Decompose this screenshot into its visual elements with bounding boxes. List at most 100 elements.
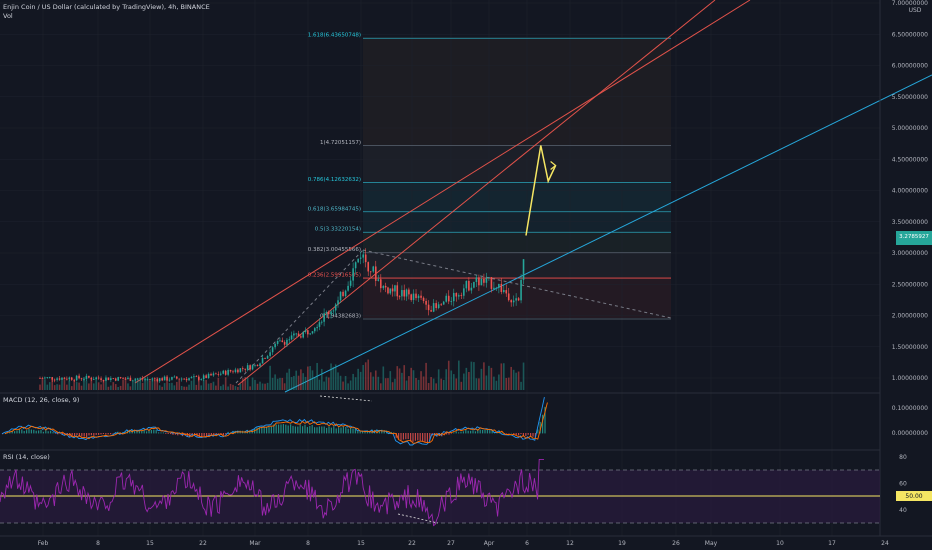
macd-histogram-bar (287, 425, 289, 434)
volume-bar (334, 364, 337, 390)
candle-body (425, 300, 427, 305)
current-price-tag[interactable]: 3.2785927 (896, 231, 932, 245)
rsi-value-tag[interactable]: 50.00 (896, 491, 932, 501)
volume-bar (261, 383, 264, 390)
candle-body (286, 339, 288, 345)
candle-body (95, 377, 97, 380)
macd-histogram-bar (304, 424, 306, 434)
time-axis-tick: 15 (146, 540, 154, 547)
macd-histogram-bar (520, 433, 522, 435)
price-axis[interactable]: 7.00000000 6.50000000 6.00000000 5.50000000… (892, 0, 928, 514)
candle-body (380, 279, 382, 289)
candle-body (178, 378, 181, 380)
volume-bar (320, 368, 323, 390)
volume-bar (264, 383, 266, 390)
candle-body (124, 378, 127, 380)
volume-bar (283, 383, 286, 390)
time-axis[interactable]: Feb 8 15 22 Mar 8 15 22 27 Apr 6 12 19 26 May 10 17 24 (38, 540, 889, 547)
volume-bar (354, 377, 357, 390)
candle-body (387, 287, 389, 294)
candle-body (279, 340, 281, 342)
candle-body (415, 293, 417, 299)
volume-label: Vol (3, 12, 13, 20)
candle-body (522, 259, 525, 280)
macd-divergence-line[interactable] (319, 395, 373, 402)
macd-histogram-bar (417, 433, 419, 441)
volume-bar (102, 380, 105, 390)
rsi-pane[interactable] (0, 458, 880, 527)
macd-histogram-bar (446, 433, 448, 435)
candle-body (314, 328, 316, 332)
macd-histogram-bar (534, 433, 536, 438)
candle-body (202, 375, 205, 380)
trend-line-red-lower[interactable] (237, 0, 716, 386)
candle-body (136, 378, 139, 380)
candle-body (264, 358, 266, 359)
fib-retracement[interactable]: 1.618(6.43650748) 1(4.72051157) 0.786(4.12… (308, 33, 671, 320)
candle-body (146, 379, 149, 380)
trend-line-red-upper[interactable] (134, 0, 751, 384)
macd-histogram-bar (350, 427, 352, 434)
macd-pane[interactable] (1, 395, 548, 446)
macd-histogram-bar (266, 426, 268, 434)
macd-histogram-bar (213, 433, 215, 436)
volume-bar (470, 361, 473, 390)
volume-bar (323, 381, 325, 390)
fib-zone-05 (363, 232, 671, 252)
candle-body (114, 378, 117, 381)
macd-histogram-bar (530, 433, 532, 437)
volume-bar (63, 377, 66, 390)
trend-lines[interactable] (134, 0, 932, 393)
candle-body (215, 373, 217, 375)
candle-body (420, 295, 422, 298)
volume-bar (447, 360, 450, 390)
volume-bar (75, 382, 78, 390)
candle-body (229, 370, 232, 372)
resistance-dashed-line[interactable] (362, 249, 672, 319)
candle-body (396, 285, 399, 297)
candle-body (500, 283, 503, 292)
candle-body (161, 378, 163, 381)
macd-histogram-bar (263, 427, 265, 434)
fib-anchor-dashed-line[interactable] (235, 249, 364, 384)
macd-histogram-bar (482, 429, 484, 434)
macd-histogram-bar (83, 433, 85, 437)
volume-bar (314, 377, 316, 390)
candle-body (100, 378, 102, 381)
candle-body (251, 365, 254, 370)
macd-histogram-bar (302, 426, 304, 434)
candle-body (432, 303, 435, 312)
volume-bar (512, 369, 515, 390)
candle-body (227, 370, 229, 375)
rsi-divergence-line[interactable] (397, 513, 439, 524)
macd-histogram-bar (542, 414, 544, 434)
price-projection-path[interactable] (525, 145, 557, 236)
volume-bar (56, 384, 58, 390)
macd-histogram-bar (402, 433, 404, 440)
price-axis-tick: 6.00000000 (892, 63, 928, 70)
macd-histogram-bar (484, 429, 486, 434)
macd-histogram-bar (21, 429, 23, 434)
candle-body (144, 379, 146, 381)
trend-line-blue[interactable] (284, 74, 932, 393)
candle-body (274, 343, 276, 348)
candle-body (517, 298, 520, 301)
macd-histogram-bar (160, 432, 162, 434)
fib-label-0.786: 0.786(4.12632632) (308, 177, 361, 183)
chart-title: Enjin Coin / US Dollar (calculated by Tr… (3, 3, 210, 11)
volume-bar (195, 384, 198, 390)
macd-histogram-bar (254, 428, 256, 434)
volume-bar (364, 362, 367, 390)
time-axis-tick: 19 (618, 540, 626, 547)
candle-body (339, 291, 342, 301)
volume-bar (458, 360, 460, 390)
volume-bar (198, 377, 200, 390)
macd-histogram-bar (215, 433, 217, 435)
macd-histogram-bar (527, 433, 529, 435)
volume-bar (202, 379, 205, 390)
volume-bar (244, 377, 247, 390)
macd-histogram-bar (326, 427, 328, 434)
volume-bar (493, 376, 495, 390)
candle-body (158, 378, 161, 382)
